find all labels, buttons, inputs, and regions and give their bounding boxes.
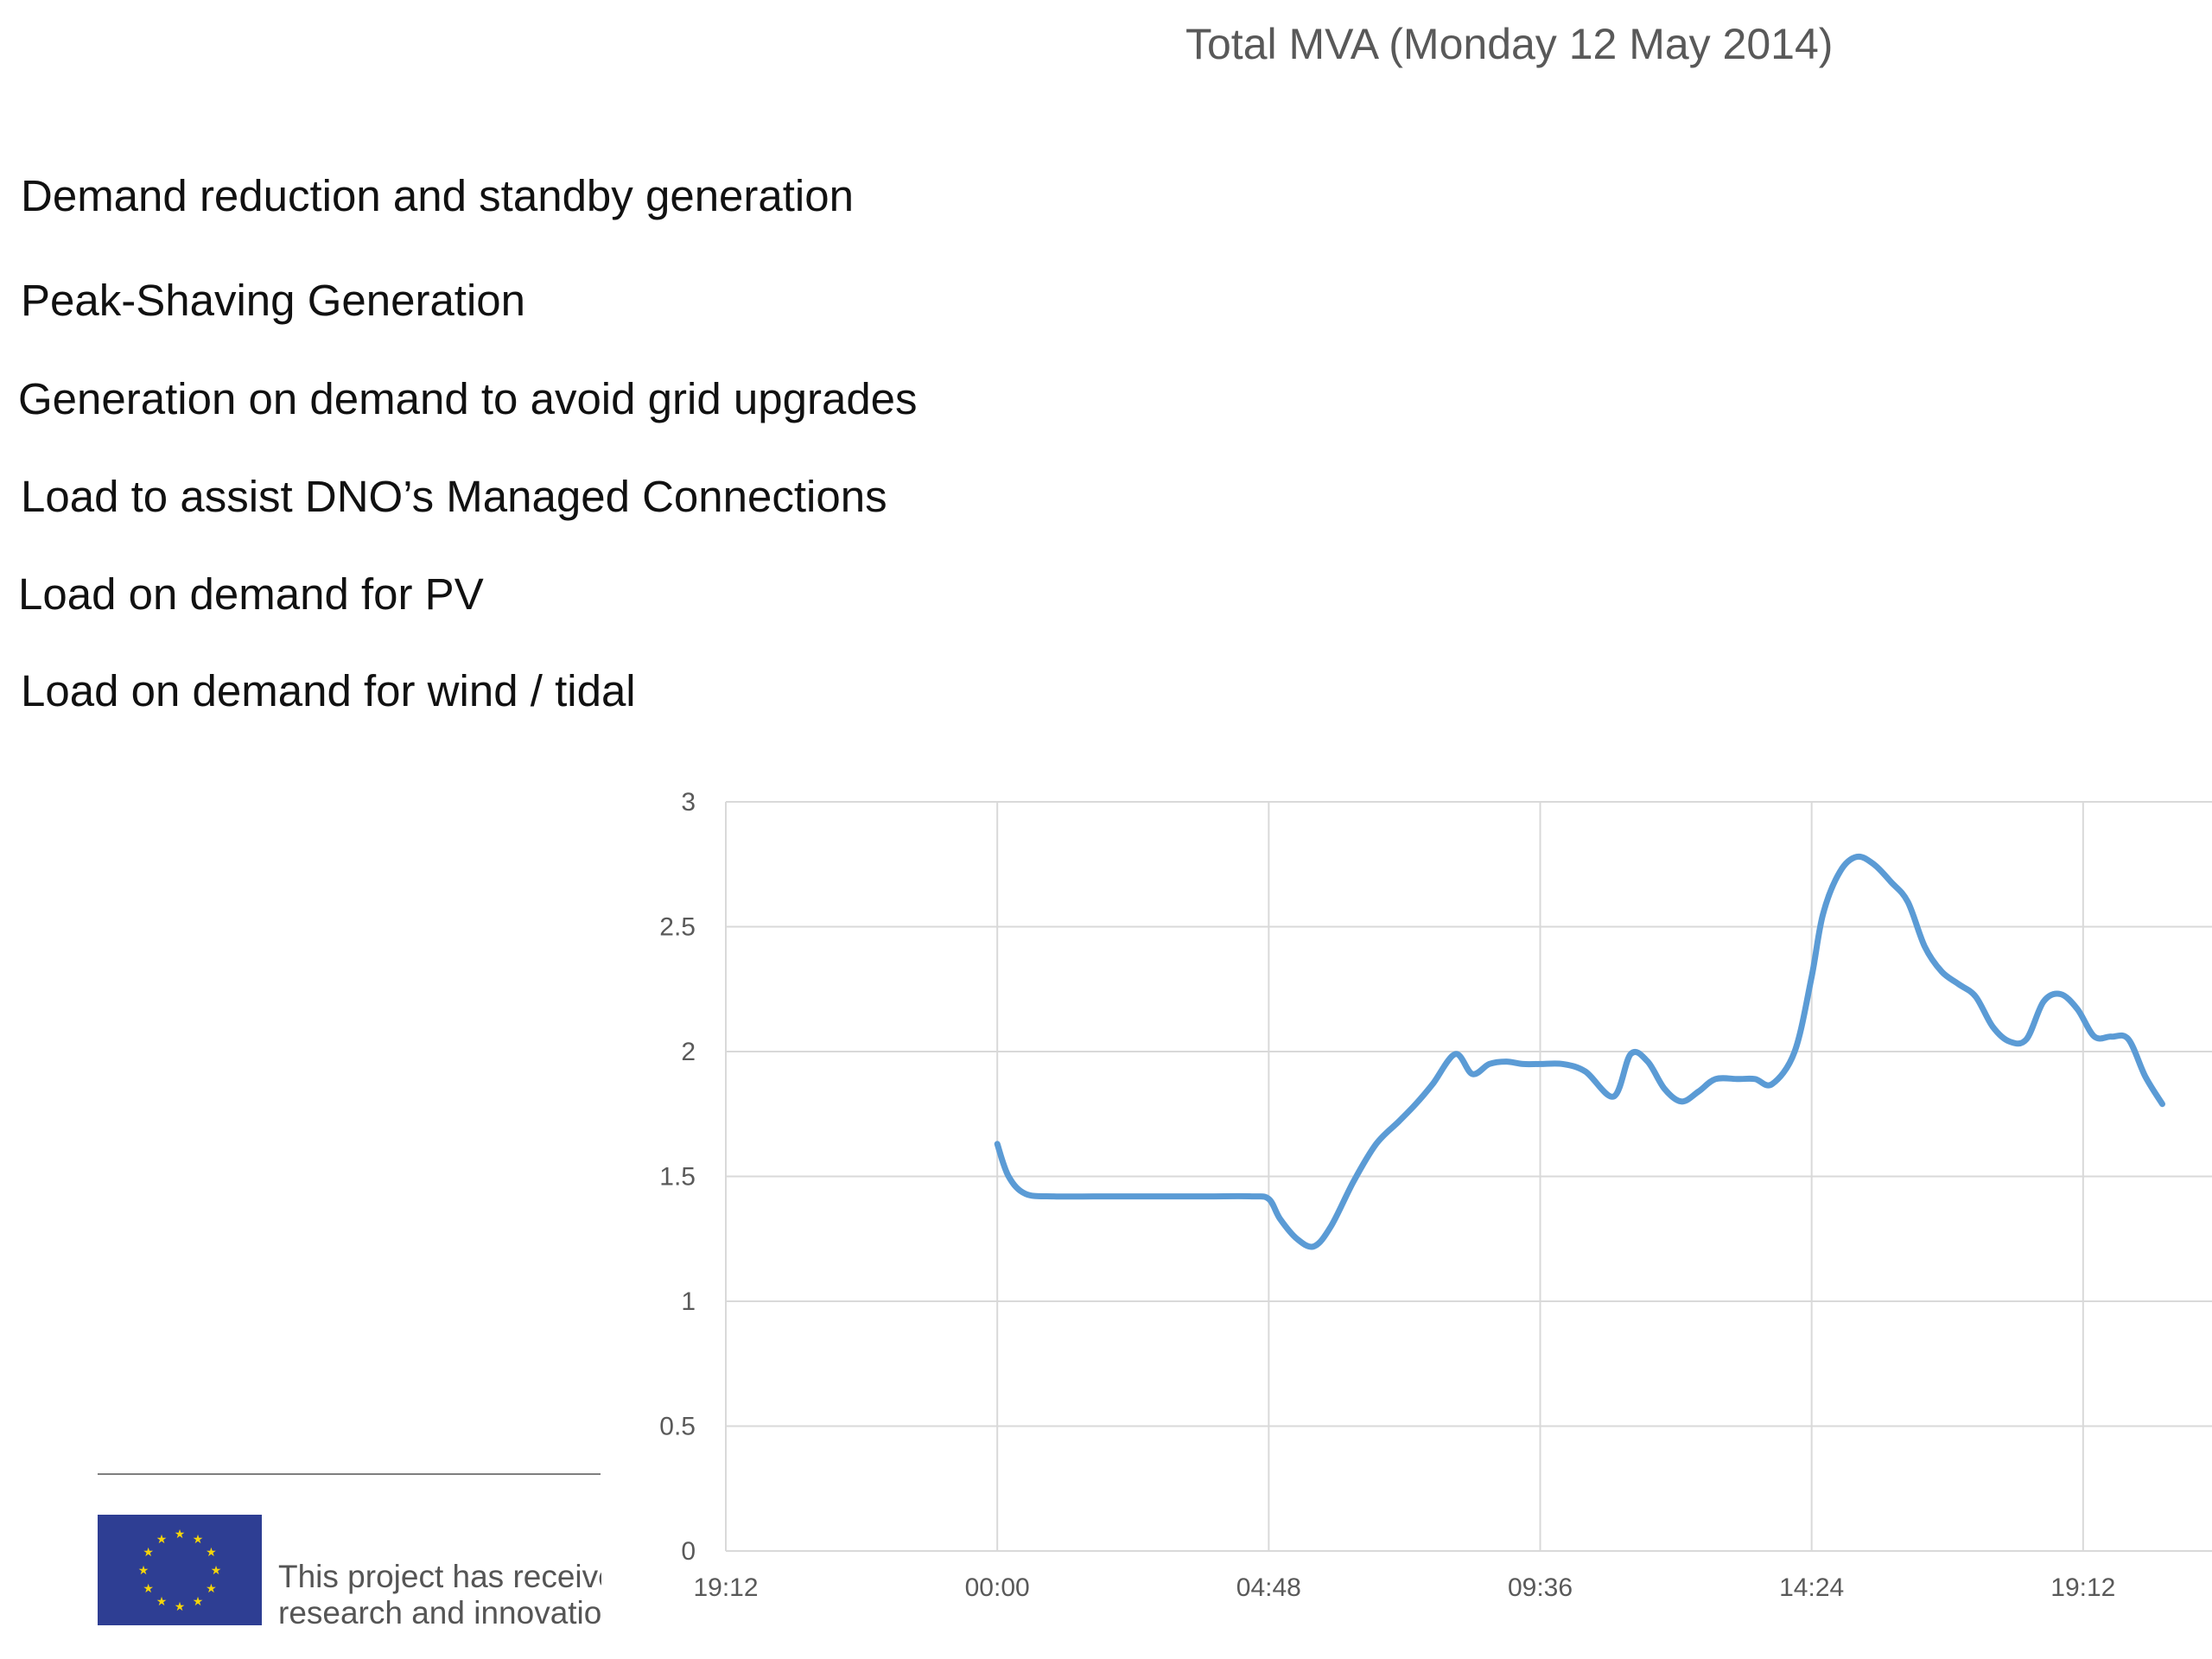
eu-star-icon: ★ bbox=[192, 1594, 204, 1609]
eu-star-icon: ★ bbox=[137, 1563, 149, 1577]
funding-statement: This project has receive research and in… bbox=[278, 1559, 601, 1631]
eu-star-icon: ★ bbox=[210, 1563, 222, 1577]
bullet-item: Demand reduction and standby generation bbox=[21, 171, 854, 220]
eu-star-icon: ★ bbox=[143, 1545, 154, 1559]
eu-star-icon: ★ bbox=[156, 1531, 168, 1546]
eu-star-icon: ★ bbox=[143, 1581, 154, 1595]
y-tick-label: 0.5 bbox=[659, 1413, 696, 1441]
chart-title: Total MVA (Monday 12 May 2014) bbox=[1185, 20, 1834, 68]
bullet-item: Peak-Shaving Generation bbox=[21, 276, 526, 325]
y-tick-label: 0 bbox=[681, 1537, 696, 1566]
x-tick-label: 19:12 bbox=[2050, 1573, 2115, 1602]
y-tick-label: 3 bbox=[681, 788, 696, 817]
funding-line-2: research and innovation bbox=[278, 1595, 601, 1630]
eu-star-icon: ★ bbox=[174, 1527, 186, 1541]
bullet-item: Load to assist DNO’s Managed Connections bbox=[21, 472, 887, 521]
eu-star-icon: ★ bbox=[174, 1599, 186, 1613]
eu-star-icon: ★ bbox=[156, 1594, 168, 1609]
y-tick-label: 1 bbox=[681, 1287, 696, 1316]
funding-line-1: This project has receive bbox=[278, 1559, 601, 1594]
eu-star-icon: ★ bbox=[192, 1531, 204, 1546]
bullet-item: Generation on demand to avoid grid upgra… bbox=[18, 374, 918, 423]
footer-divider bbox=[98, 1473, 601, 1475]
bullet-item: Load on demand for PV bbox=[18, 569, 484, 619]
x-tick-label: 00:00 bbox=[965, 1573, 1030, 1602]
x-tick-label: 04:48 bbox=[1236, 1573, 1301, 1602]
x-tick-label: 14:24 bbox=[1779, 1573, 1844, 1602]
x-tick-label: 09:36 bbox=[1508, 1573, 1573, 1602]
eu-star-icon: ★ bbox=[206, 1545, 217, 1559]
y-tick-label: 2.5 bbox=[659, 913, 696, 942]
series-line bbox=[994, 853, 2165, 1250]
y-tick-label: 1.5 bbox=[659, 1163, 696, 1192]
x-tick-label: 19:12 bbox=[693, 1573, 758, 1602]
y-tick-label: 2 bbox=[681, 1038, 696, 1066]
eu-star-icon: ★ bbox=[206, 1581, 217, 1595]
eu-flag-icon: ★ ★ ★ ★ ★ ★ ★ ★ ★ ★ ★ ★ bbox=[98, 1515, 262, 1625]
bullet-item: Load on demand for wind / tidal bbox=[21, 666, 636, 715]
